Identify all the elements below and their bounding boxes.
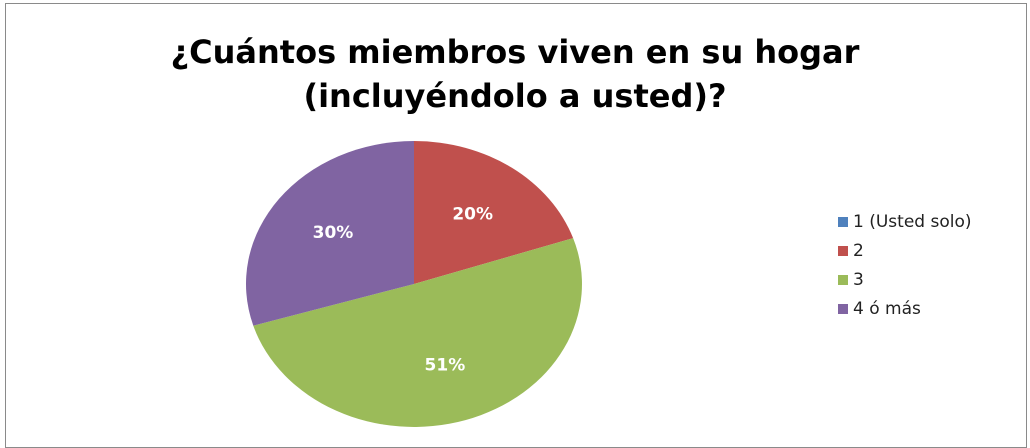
legend-swatch-2 [838,245,848,256]
data-label-4: 30% [313,223,354,243]
data-label-3: 51% [425,356,466,376]
pie-slice-2 [414,141,574,284]
legend-item-4: 4 ó más [838,294,972,323]
legend-label-1: 1 (Usted solo) [853,211,972,232]
legend-item-3: 3 [838,265,972,294]
legend-label-3: 3 [853,269,864,290]
chart-title-line-1: ¿Cuántos miembros viven en su hogar [170,33,860,71]
data-label-2: 20% [452,204,493,224]
legend-label-4: 4 ó más [853,298,921,319]
legend-swatch-1 [838,216,848,227]
legend-item-2: 2 [838,236,972,265]
legend: 1 (Usted solo) 2 3 4 ó más [838,207,972,323]
legend-swatch-3 [838,274,848,285]
legend-label-2: 2 [853,240,864,261]
legend-item-1: 1 (Usted solo) [838,207,972,236]
pie-slice-3 [253,238,582,427]
legend-swatch-4 [838,303,848,314]
chart-title-line-2: (incluyéndolo a usted)? [303,77,727,115]
pie-slice-4 [245,141,414,326]
chart-title: ¿Cuántos miembros viven en su hogar (inc… [0,30,1030,118]
